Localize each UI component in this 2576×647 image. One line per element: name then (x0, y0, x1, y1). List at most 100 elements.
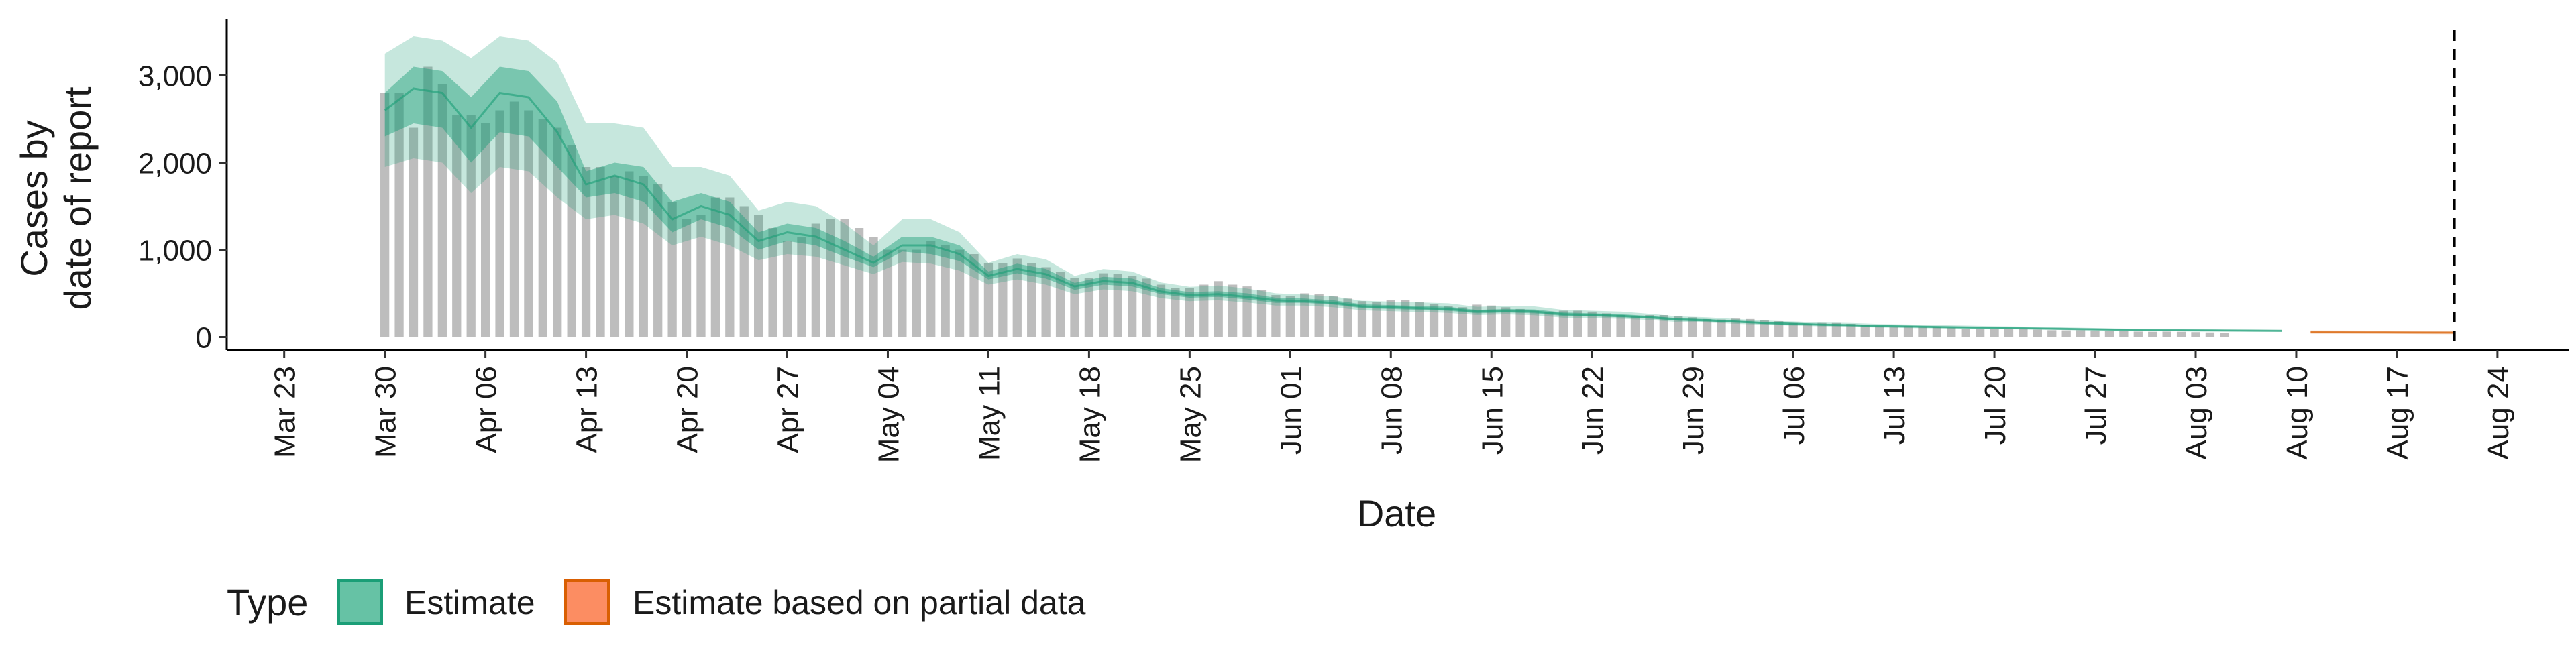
reported-cases-bar (1128, 276, 1137, 337)
reported-cases-bar (394, 93, 404, 337)
x-tick-label: Mar 30 (370, 366, 402, 458)
reported-cases-bar (610, 176, 620, 337)
reported-cases-bar (653, 184, 663, 337)
reported-cases-bar (409, 127, 419, 337)
reported-cases-bar (495, 110, 504, 337)
reported-cases-bar (2004, 329, 2014, 337)
x-tick-label: Jun 01 (1275, 366, 1307, 455)
reported-cases-bar (1343, 298, 1352, 337)
reported-cases-bar (452, 115, 462, 337)
reported-cases-bar (1702, 318, 1712, 337)
reported-cases-bar (2148, 331, 2157, 337)
reported-cases-bar (1472, 304, 1482, 337)
reported-cases-bar (941, 245, 950, 337)
reported-cases-bar (1875, 326, 1884, 337)
reported-cases-bar (1256, 290, 1267, 337)
reported-cases-bar (1515, 308, 1525, 337)
reported-cases-bar (725, 197, 735, 337)
reported-cases-bar (625, 171, 634, 337)
reported-cases-bar (1070, 278, 1079, 337)
reported-cases-bar (1156, 284, 1166, 337)
reported-cases-bar (1717, 319, 1726, 337)
reported-cases-bar (466, 115, 476, 337)
y-axis-ticks: 0 1,000 2,000 3,000 (138, 60, 227, 355)
x-tick-label: Apr 06 (470, 366, 503, 453)
reported-cases-bar (1012, 258, 1022, 337)
reported-cases-bar (1285, 296, 1295, 337)
x-tick-label: Aug 10 (2281, 366, 2314, 459)
estimate-ribbons (384, 36, 2455, 335)
reported-cases-bar (710, 197, 720, 337)
reported-cases-bar (1817, 322, 1827, 337)
reported-cases-bar (1487, 305, 1496, 337)
reported-cases-bar (1544, 311, 1554, 337)
y-tick-label: 2,000 (138, 148, 212, 180)
x-tick-label: Aug 03 (2180, 366, 2213, 459)
reported-cases-bars (380, 66, 2229, 337)
reported-cases-bar (1573, 310, 1582, 337)
reported-cases-bar (1674, 316, 1683, 337)
reported-cases-bar (1558, 310, 1568, 337)
reported-cases-bar (1041, 267, 1051, 337)
reported-cases-bar (1746, 318, 1755, 337)
reported-cases-bar (480, 123, 490, 337)
x-tick-label: Jun 22 (1576, 366, 1609, 455)
x-tick-label: Jul 13 (1878, 366, 1911, 445)
legend-title: Type (227, 581, 308, 624)
x-tick-label: May 25 (1174, 366, 1207, 463)
reported-cases-bar (1300, 293, 1309, 337)
y-axis-label-line-1: Cases by (13, 120, 55, 276)
reported-cases-bar (826, 219, 835, 337)
reported-cases-bar (1142, 278, 1151, 337)
reported-cases-bar (2162, 331, 2171, 337)
reported-cases-bar (1113, 274, 1122, 337)
x-tick-label: Aug 24 (2482, 366, 2515, 459)
x-tick-label: Jun 08 (1375, 366, 1408, 455)
x-tick-label: Apr 27 (772, 366, 805, 453)
legend: Type Estimate Estimate based on partial … (227, 579, 1086, 625)
x-tick-label: Jul 06 (1778, 366, 1811, 445)
legend-label-estimate: Estimate (405, 584, 535, 622)
y-axis-label-line-2: date of report (56, 86, 99, 310)
reported-cases-bar (1372, 302, 1381, 337)
reported-cases-bar (1084, 278, 1094, 337)
legend-label-partial: Estimate based on partial data (633, 584, 1086, 622)
reported-cases-bar (682, 219, 692, 337)
reported-cases-bar (509, 101, 519, 337)
reported-cases-bar (1903, 326, 1913, 337)
reported-cases-bar (1171, 288, 1180, 337)
reported-cases-bar (1760, 320, 1769, 337)
estimate-median-line (384, 87, 2282, 332)
reported-cases-bar (581, 167, 591, 337)
reported-cases-bar (1645, 315, 1654, 337)
reported-cases-bar (739, 206, 749, 337)
x-tick-label: Apr 13 (571, 366, 604, 453)
reported-cases-bar (1415, 302, 1424, 337)
reported-cases-bar (1659, 315, 1668, 337)
reported-cases-bar (912, 249, 921, 337)
reported-cases-bar (998, 263, 1008, 337)
reported-cases-bar (1688, 317, 1697, 337)
x-tick-label: May 11 (973, 366, 1006, 461)
reported-cases-bar (2119, 331, 2129, 337)
reported-cases-bar (2176, 331, 2186, 337)
reported-cases-bar (2019, 329, 2028, 337)
reported-cases-bar (538, 119, 547, 337)
axes (225, 19, 2569, 351)
partial-estimate-median-line (2310, 331, 2455, 334)
reported-cases-bar (2205, 332, 2215, 337)
reported-cases-bar (1501, 307, 1511, 337)
reported-cases-bar (696, 215, 706, 337)
reported-cases-bar (524, 110, 533, 337)
reported-cases-bar (1328, 296, 1338, 337)
reported-cases-bar (768, 228, 777, 337)
x-tick-label: Jul 20 (1979, 366, 2012, 445)
reported-cases-bar (1401, 300, 1410, 337)
reported-cases-bar (1099, 273, 1108, 337)
x-axis-label: Date (1357, 492, 1436, 534)
reported-cases-bar (1961, 329, 1970, 337)
reported-cases-bar (1601, 313, 1611, 337)
reported-cases-bar (1228, 284, 1238, 337)
